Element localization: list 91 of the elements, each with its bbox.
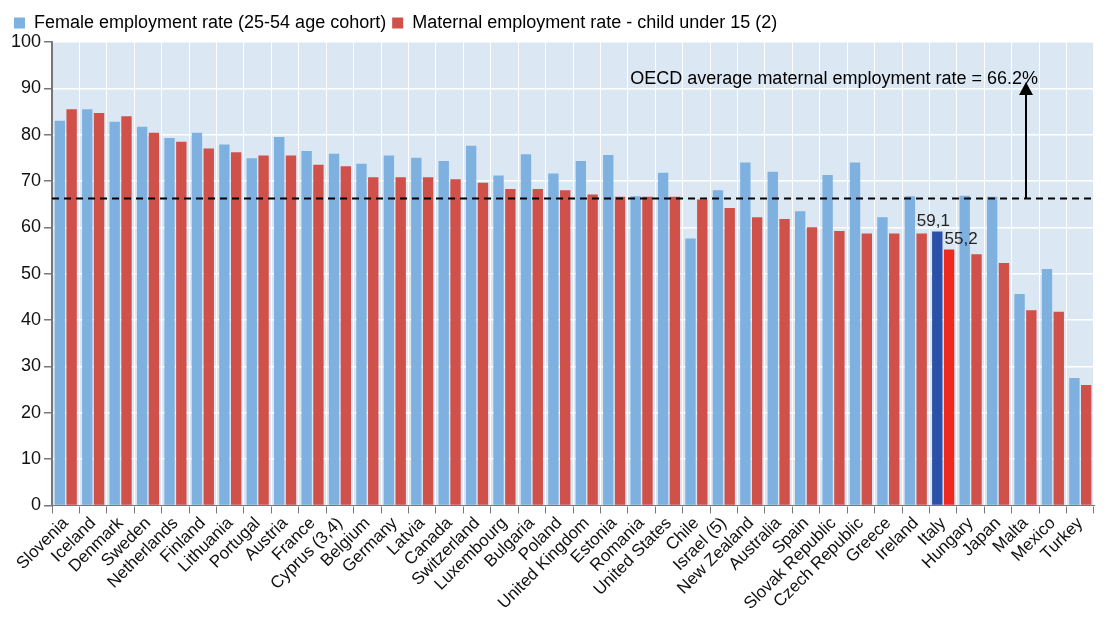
bar — [505, 188, 516, 505]
bar — [230, 152, 242, 505]
bar — [411, 157, 422, 505]
bar — [121, 116, 132, 505]
y-tick-label: 60 — [21, 216, 42, 237]
bar — [532, 188, 543, 505]
y-tick-label: 40 — [21, 309, 42, 329]
bar — [657, 172, 669, 505]
y-tick-label: 70 — [21, 169, 42, 190]
bar — [203, 148, 214, 505]
bar — [751, 217, 763, 505]
bar — [685, 238, 696, 505]
bar — [395, 177, 406, 505]
bar — [148, 132, 160, 505]
bar — [779, 219, 790, 505]
bar — [383, 155, 395, 505]
bar — [1069, 377, 1080, 505]
bar — [822, 174, 833, 505]
y-tick-label: 20 — [21, 401, 42, 422]
bar — [301, 150, 312, 505]
bar — [109, 121, 120, 505]
y-tick-label: 0 — [31, 494, 42, 515]
bar — [1053, 311, 1064, 505]
bar — [438, 161, 449, 505]
bar — [422, 177, 434, 505]
bar — [477, 182, 489, 505]
bar — [328, 153, 340, 505]
y-tick-label: 50 — [21, 262, 42, 283]
y-tick-label: 100 — [10, 30, 42, 51]
bar — [246, 158, 257, 505]
bar — [313, 164, 324, 505]
bar — [669, 196, 681, 505]
bar — [587, 194, 598, 505]
bar — [795, 211, 806, 505]
bar — [450, 179, 461, 505]
bar — [66, 109, 77, 505]
y-tick-label: 80 — [21, 123, 42, 144]
legend-label: Maternal employment rate - child under 15 (2) — [412, 11, 778, 32]
bar — [916, 233, 927, 505]
bar — [575, 161, 587, 505]
ref-line-label: OECD average maternal employment rate = 66.2% — [630, 68, 1039, 88]
bar — [560, 190, 571, 505]
bar — [176, 141, 187, 505]
bar — [904, 196, 916, 505]
bar — [712, 190, 724, 505]
bar — [136, 126, 148, 505]
bar — [164, 137, 175, 505]
bar — [548, 173, 559, 505]
bar — [258, 155, 269, 505]
bar — [767, 171, 778, 505]
bar — [191, 132, 203, 505]
bar — [520, 154, 532, 505]
bar — [356, 163, 367, 505]
bar — [998, 263, 1010, 505]
bar — [697, 199, 708, 505]
bar — [1081, 384, 1092, 505]
bar — [943, 249, 955, 505]
bar — [93, 112, 105, 505]
bar — [834, 231, 845, 505]
y-tick-label: 30 — [21, 355, 42, 376]
bar — [54, 120, 66, 505]
bar — [340, 166, 352, 505]
bar — [986, 196, 998, 505]
bar — [1026, 310, 1037, 505]
bar — [806, 227, 818, 505]
bar — [724, 207, 735, 505]
bar — [889, 233, 900, 505]
bar — [932, 231, 943, 505]
bar — [493, 175, 504, 505]
data-label: 59,1 — [916, 210, 950, 230]
bar — [642, 196, 653, 505]
bar — [285, 155, 297, 505]
bar — [971, 254, 982, 505]
bar — [465, 145, 477, 505]
bar — [861, 233, 873, 505]
bar — [630, 196, 641, 505]
bar — [1041, 269, 1053, 505]
bar — [614, 196, 626, 505]
bar — [877, 217, 888, 505]
bar — [274, 136, 285, 505]
bar — [1014, 294, 1025, 505]
data-label: 55,2 — [944, 228, 978, 248]
bar — [603, 155, 614, 505]
bar — [219, 144, 230, 505]
y-tick-label: 90 — [21, 77, 42, 98]
bar — [849, 162, 861, 505]
bar — [740, 162, 751, 505]
bar — [368, 177, 379, 505]
bar — [82, 109, 93, 505]
y-tick-label: 10 — [21, 448, 42, 469]
legend-label: Female employment rate (25-54 age cohort) — [34, 11, 387, 32]
